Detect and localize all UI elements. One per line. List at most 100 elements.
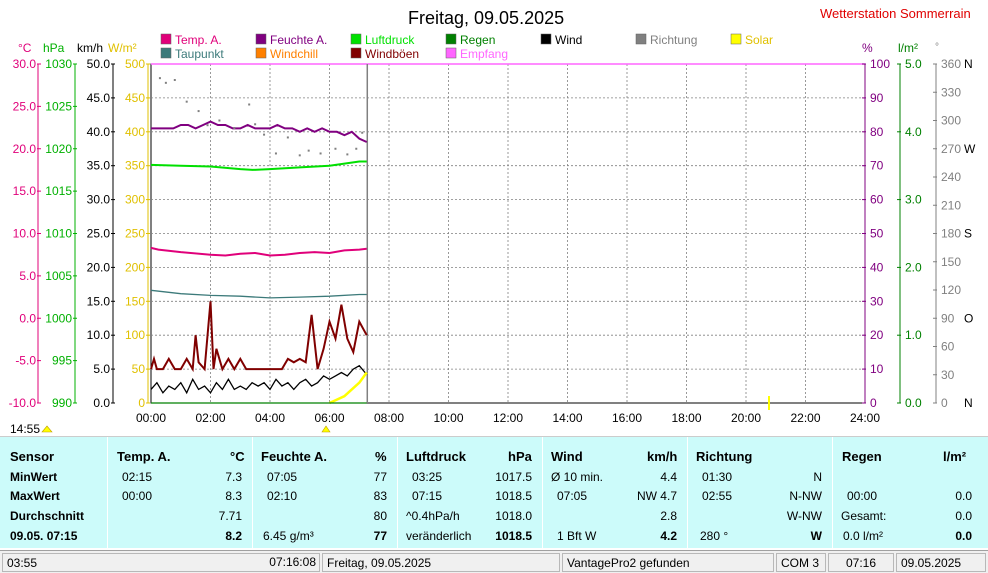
wind-axis-tick-label: 45.0 [87, 91, 111, 105]
direction-point [361, 131, 364, 134]
temp-unit: °C [230, 449, 245, 464]
direction-point [254, 123, 257, 126]
humidity-axis-tick-label: 40 [870, 260, 884, 274]
status-station-found: VantagePro2 gefunden [562, 553, 774, 572]
legend-swatch [255, 33, 267, 45]
pressure-axis-tick-label: 1000 [45, 311, 72, 325]
pressure-axis-tick-label: 1030 [45, 57, 72, 71]
pressure-unit: hPa [508, 449, 532, 464]
wind-avg10-label: Ø 10 min. [551, 470, 604, 484]
time-tick-label: 22:00 [790, 411, 820, 425]
time-tick-label: 00:00 [136, 411, 166, 425]
solar-axis-unit: W/m² [108, 41, 137, 55]
series-line [151, 120, 368, 143]
direction-point [334, 147, 337, 150]
direction-point [218, 119, 221, 122]
humidity-axis-tick-label: 100 [870, 57, 890, 71]
series-line [150, 301, 368, 373]
direction-avg: W-NW [786, 509, 822, 523]
legend-label: Windchill [270, 47, 318, 61]
time-tick-label: 04:00 [255, 411, 285, 425]
humidity-avg: 80 [373, 509, 387, 523]
pressure-axis-tick-label: 1025 [45, 99, 72, 113]
direction-min-time: 01:30 [702, 470, 733, 484]
wind-axis-tick-label: 25.0 [87, 227, 111, 241]
time-tick-label: 16:00 [612, 411, 642, 425]
legend-swatch [160, 33, 172, 45]
wind-axis-unit: km/h [77, 41, 103, 55]
direction-point [164, 81, 167, 84]
compass-label: N [964, 57, 973, 71]
time-tick-label: 24:00 [850, 411, 880, 425]
row-label-current: 09.05. 07:15 [10, 529, 78, 543]
temp-min-value: 7.3 [225, 470, 242, 484]
time-tick-label: 12:00 [493, 411, 523, 425]
rain-axis-tick-label: 5.0 [905, 57, 922, 71]
direction-axis-tick-label: 360 [941, 57, 961, 71]
temp-axis-tick-label: 0.0 [19, 311, 36, 325]
pressure-tendency: veränderlich [406, 529, 472, 543]
pressure-min-value: 1017.5 [495, 470, 532, 484]
direction-axis-tick-label: 180 [941, 227, 961, 241]
direction-axis-unit: ° [935, 42, 939, 53]
status-date-long: Freitag, 09.05.2025 [322, 553, 560, 572]
humidity-axis-unit: % [862, 41, 873, 55]
status-bar: 03:55 07:16:08 Freitag, 09.05.2025 Vanta… [0, 550, 988, 573]
status-clock: 07:16:08 [269, 555, 316, 569]
solar-axis-tick-label: 450 [125, 91, 145, 105]
temp-axis-tick-label: 5.0 [19, 269, 36, 283]
rain-axis-tick-label: 2.0 [905, 260, 922, 274]
humidity-axis-tick-label: 20 [870, 328, 884, 342]
series-line [328, 371, 368, 405]
humidity-axis-tick-label: 90 [870, 91, 884, 105]
pressure-current: 1018.5 [495, 529, 532, 543]
series-line [150, 160, 367, 171]
humidity-axis-tick-label: 80 [870, 125, 884, 139]
legend-label: Richtung [650, 33, 697, 47]
direction-point [286, 136, 289, 139]
series-line [150, 289, 367, 299]
solar-axis-tick-label: 350 [125, 159, 145, 173]
rain-axis-unit: l/m² [898, 41, 918, 55]
status-uptime: 03:55 [2, 553, 320, 572]
wind-avg10-value: 4.4 [660, 470, 677, 484]
wind-unit: km/h [647, 449, 678, 464]
rain-current: 0.0 [955, 529, 972, 543]
sun-small-icon [41, 425, 53, 433]
solar-axis-tick-label: 50 [132, 362, 146, 376]
pressure-trend: ^0.4hPa/h [406, 509, 460, 523]
sensor-header: Sensor [10, 449, 55, 464]
summary-col-pressure: Luftdruck hPa 03:25 1017.5 07:15 1018.5 … [398, 437, 543, 549]
direction-axis-tick-label: 0 [941, 396, 948, 410]
time-tick-label: 18:00 [671, 411, 701, 425]
pressure-min-time: 03:25 [412, 470, 443, 484]
legend-label: Solar [745, 33, 773, 47]
direction-min-value: N [813, 470, 822, 484]
legend-label: Wind [555, 33, 582, 47]
rain-total-label: Gesamt: [841, 509, 887, 523]
humidity-axis-tick-label: 60 [870, 193, 884, 207]
wind-beaufort: 1 Bft W [557, 529, 597, 543]
legend-label: Feuchte A. [270, 33, 327, 47]
temp-axis-unit: °C [18, 41, 32, 55]
direction-axis-tick-label: 60 [941, 340, 955, 354]
direction-axis-tick-label: 90 [941, 311, 955, 325]
wind-axis-tick-label: 40.0 [87, 125, 111, 139]
rain-axis-tick-label: 4.0 [905, 125, 922, 139]
humidity-unit: % [375, 449, 387, 464]
wind-axis-tick-label: 10.0 [87, 328, 111, 342]
solar-axis-tick-label: 0 [138, 396, 145, 410]
temp-min-time: 02:15 [122, 470, 153, 484]
station-name: Wetterstation Sommerrain [820, 6, 971, 21]
compass-label: W [964, 142, 976, 156]
solar-axis-tick-label: 400 [125, 125, 145, 139]
row-label-max: MaxWert [10, 489, 60, 503]
temp-axis-tick-label: 25.0 [13, 99, 37, 113]
solar-axis-tick-label: 200 [125, 260, 145, 274]
wind-max-value: NW 4.7 [636, 489, 677, 503]
legend-swatch [445, 47, 457, 59]
temp-axis-tick-label: -5.0 [15, 354, 36, 368]
direction-axis-tick-label: 330 [941, 85, 961, 99]
rain-header: Regen [842, 449, 882, 464]
wind-axis-tick-label: 5.0 [93, 362, 110, 376]
